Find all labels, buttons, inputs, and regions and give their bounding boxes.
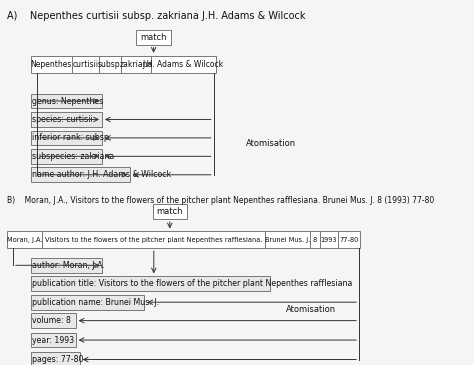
FancyBboxPatch shape	[31, 149, 102, 164]
Text: J.H. Adams & Wilcock: J.H. Adams & Wilcock	[143, 60, 224, 69]
Text: match: match	[140, 32, 167, 42]
Text: B)    Moran, J.A., Visitors to the flowers of the pitcher plant Nepenthes raffle: B) Moran, J.A., Visitors to the flowers …	[7, 196, 434, 204]
Text: 8: 8	[313, 237, 317, 243]
Text: Visitors to the flowers of the pitcher plant Nepenthes rafflesiana.: Visitors to the flowers of the pitcher p…	[45, 237, 263, 243]
Text: name author: J.H. Adams & Wilcock: name author: J.H. Adams & Wilcock	[32, 170, 172, 179]
FancyBboxPatch shape	[43, 231, 265, 248]
FancyBboxPatch shape	[7, 231, 43, 248]
Text: species: curtisii: species: curtisii	[32, 115, 93, 124]
Text: curtisii: curtisii	[73, 60, 99, 69]
FancyBboxPatch shape	[31, 333, 76, 347]
Text: match: match	[156, 207, 183, 216]
FancyBboxPatch shape	[31, 258, 102, 273]
Text: Atomisation: Atomisation	[246, 139, 296, 148]
FancyBboxPatch shape	[265, 231, 310, 248]
FancyBboxPatch shape	[121, 56, 151, 73]
Text: 1993: 1993	[320, 237, 337, 243]
Text: Brunei Mus. J.: Brunei Mus. J.	[265, 237, 310, 243]
FancyBboxPatch shape	[31, 352, 80, 365]
FancyBboxPatch shape	[31, 168, 130, 182]
FancyBboxPatch shape	[310, 231, 320, 248]
Text: Atomisation: Atomisation	[286, 305, 337, 314]
Text: zakriana: zakriana	[119, 60, 153, 69]
Text: author: Moran, J.A.: author: Moran, J.A.	[32, 261, 105, 270]
FancyBboxPatch shape	[31, 56, 72, 73]
Text: Moran, J.A.: Moran, J.A.	[7, 237, 42, 243]
Text: publication title: Visitors to the flowers of the pitcher plant Nepenthes raffle: publication title: Visitors to the flowe…	[32, 279, 353, 288]
FancyBboxPatch shape	[31, 131, 102, 145]
FancyBboxPatch shape	[31, 313, 76, 328]
Text: publication name: Brunei Mus. J.: publication name: Brunei Mus. J.	[32, 298, 159, 307]
FancyBboxPatch shape	[151, 56, 216, 73]
FancyBboxPatch shape	[338, 231, 360, 248]
Text: subsp.: subsp.	[98, 60, 123, 69]
Text: pages: 77-80: pages: 77-80	[32, 355, 84, 364]
Text: volume: 8: volume: 8	[32, 316, 71, 325]
Text: genus: Nepenthes: genus: Nepenthes	[32, 96, 104, 105]
Text: subspecies: zakriana: subspecies: zakriana	[32, 152, 115, 161]
FancyBboxPatch shape	[31, 94, 102, 108]
Text: A)    Nepenthes curtisii subsp. zakriana J.H. Adams & Wilcock: A) Nepenthes curtisii subsp. zakriana J.…	[7, 11, 305, 21]
FancyBboxPatch shape	[137, 30, 171, 45]
Text: 77-80: 77-80	[339, 237, 359, 243]
FancyBboxPatch shape	[153, 204, 187, 219]
Text: Nepenthes: Nepenthes	[31, 60, 72, 69]
FancyBboxPatch shape	[31, 112, 102, 127]
FancyBboxPatch shape	[72, 56, 99, 73]
FancyBboxPatch shape	[31, 276, 270, 291]
Text: year: 1993: year: 1993	[32, 335, 74, 345]
FancyBboxPatch shape	[31, 295, 145, 310]
FancyBboxPatch shape	[320, 231, 338, 248]
Text: inferior rank: subsp.: inferior rank: subsp.	[32, 133, 112, 142]
FancyBboxPatch shape	[99, 56, 121, 73]
